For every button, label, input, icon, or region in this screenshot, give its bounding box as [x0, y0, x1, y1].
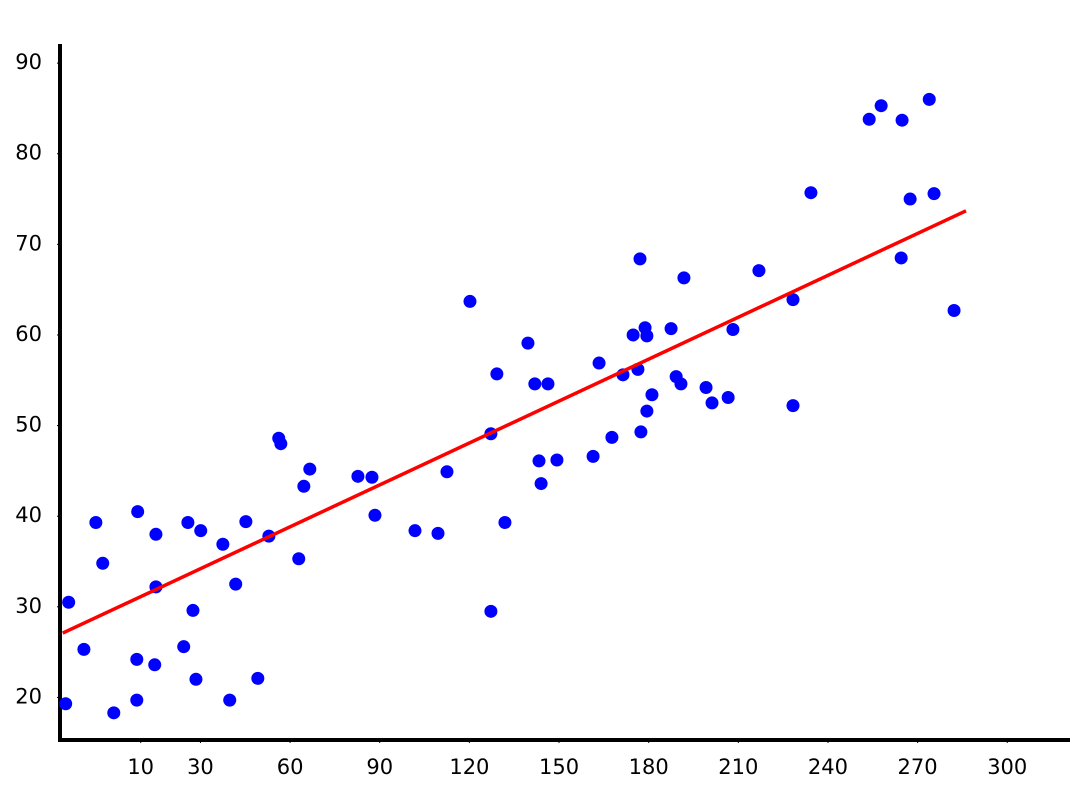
point	[216, 537, 230, 551]
point	[229, 577, 243, 591]
point	[89, 516, 103, 530]
x-tick-label: 60	[277, 755, 304, 779]
point	[351, 469, 365, 483]
point	[922, 92, 936, 106]
point	[107, 706, 121, 720]
point	[440, 465, 454, 479]
point	[521, 336, 535, 350]
point	[786, 293, 800, 307]
point	[541, 377, 555, 391]
trend-line	[61, 209, 967, 635]
x-tick-label: 10	[127, 755, 154, 779]
point	[726, 323, 740, 337]
point	[274, 437, 288, 451]
x-tick-label: 150	[539, 755, 579, 779]
point	[77, 642, 91, 656]
point	[664, 322, 678, 336]
point	[626, 328, 640, 342]
point	[490, 367, 504, 381]
point	[862, 112, 876, 126]
point	[550, 453, 564, 467]
point	[705, 396, 719, 410]
y-tick-label: 40	[15, 503, 42, 527]
point	[303, 462, 317, 476]
point	[633, 252, 647, 266]
point	[59, 697, 73, 711]
point	[463, 294, 477, 308]
y-tick-label: 50	[15, 413, 42, 437]
x-tick-label: 300	[987, 755, 1027, 779]
y-tick-label: 60	[15, 322, 42, 346]
point	[894, 251, 908, 265]
point	[640, 329, 654, 343]
point	[645, 388, 659, 402]
point	[895, 113, 909, 127]
point	[605, 430, 619, 444]
point	[130, 693, 144, 707]
point	[96, 556, 110, 570]
point	[903, 192, 917, 206]
point	[592, 356, 606, 370]
point	[292, 552, 306, 566]
point	[634, 425, 648, 439]
point	[699, 381, 713, 395]
point	[677, 271, 691, 285]
point	[186, 603, 200, 617]
point	[131, 505, 145, 519]
point	[874, 99, 888, 113]
point	[62, 595, 76, 609]
point	[223, 693, 237, 707]
point	[927, 187, 941, 201]
point	[674, 377, 688, 391]
point	[804, 186, 818, 200]
point	[368, 508, 382, 522]
point	[498, 516, 512, 530]
point	[149, 527, 163, 541]
point	[484, 604, 498, 618]
x-tick-label: 210	[718, 755, 758, 779]
x-tick-label: 180	[629, 755, 669, 779]
y-tick-label: 70	[15, 231, 42, 255]
point	[251, 671, 265, 685]
point	[534, 477, 548, 491]
point	[239, 515, 253, 529]
point	[148, 658, 162, 672]
point	[586, 449, 600, 463]
point	[532, 454, 546, 468]
point	[721, 390, 735, 404]
point	[194, 524, 208, 538]
point	[177, 640, 191, 654]
point	[297, 479, 311, 493]
point	[130, 652, 144, 666]
point	[947, 303, 961, 317]
x-tick-label: 270	[898, 755, 938, 779]
y-tick-label: 80	[15, 141, 42, 165]
point	[365, 470, 379, 484]
point	[408, 524, 422, 538]
x-tick-label: 240	[808, 755, 848, 779]
point	[640, 404, 654, 418]
x-tick-label: 30	[187, 755, 214, 779]
point	[189, 672, 203, 686]
point	[786, 399, 800, 413]
point	[181, 516, 195, 530]
point	[528, 377, 542, 391]
x-tick-label: 90	[366, 755, 393, 779]
y-tick-label: 90	[15, 50, 42, 74]
x-tick-label: 120	[449, 755, 489, 779]
point	[752, 264, 766, 278]
y-tick-label: 20	[15, 684, 42, 708]
y-tick-label: 30	[15, 594, 42, 618]
point	[431, 526, 445, 540]
